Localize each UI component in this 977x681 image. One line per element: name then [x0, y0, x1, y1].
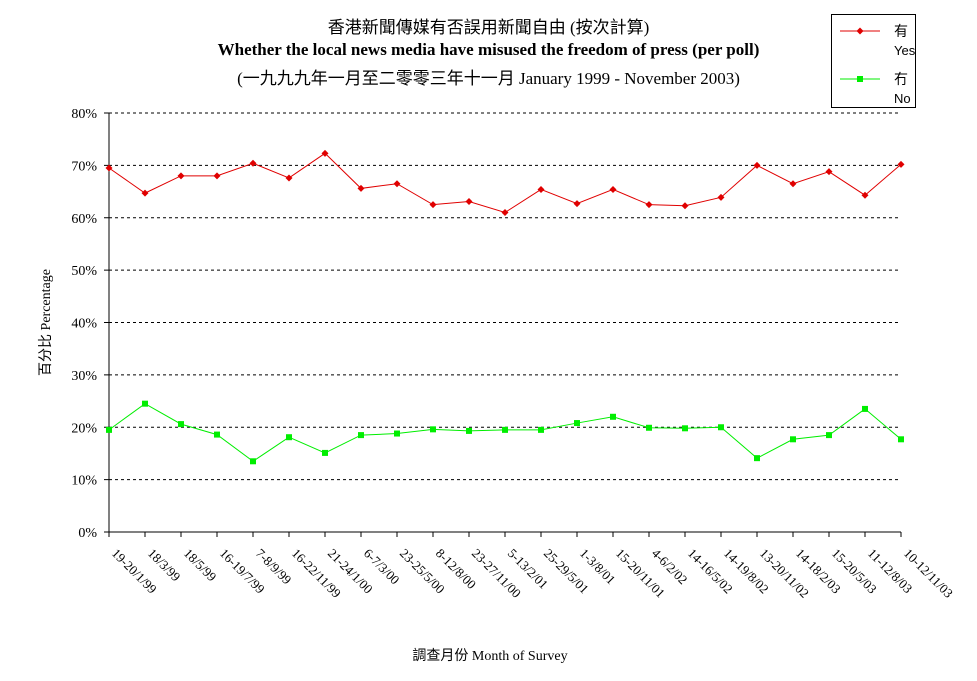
- point-no: [574, 420, 580, 427]
- point-no: [322, 449, 328, 456]
- point-no: [466, 427, 472, 434]
- chart-subtitle: (一九九九年一月至二零零三年十一月 January 1999 - Novembe…: [237, 69, 740, 88]
- legend-marker-yes: [856, 27, 864, 35]
- y-tick-label: 20%: [71, 421, 97, 436]
- point-no: [898, 436, 904, 443]
- y-tick-label: 0%: [78, 526, 97, 541]
- y-axis-title: 百分比 Percentage: [38, 269, 54, 376]
- point-no: [286, 434, 292, 441]
- point-no: [394, 430, 400, 437]
- point-yes: [753, 161, 761, 169]
- legend-items: 有 Yes 冇 No: [840, 24, 916, 106]
- point-no: [754, 455, 760, 462]
- point-no: [862, 405, 868, 412]
- series-line-yes: [108, 152, 902, 214]
- y-tick-label: 80%: [71, 107, 97, 122]
- point-yes: [429, 201, 437, 209]
- y-tick-label: 50%: [71, 264, 97, 279]
- point-no: [682, 425, 688, 432]
- point-yes: [573, 200, 581, 208]
- legend: [831, 14, 916, 108]
- point-yes: [717, 193, 725, 201]
- legend-label-en: Yes: [894, 43, 916, 58]
- point-yes: [501, 209, 509, 217]
- chart-title-zh: 香港新聞傳媒有否誤用新聞自由 (按次計算): [327, 18, 650, 37]
- point-yes: [825, 168, 833, 176]
- legend-label-zh: 有: [894, 24, 908, 40]
- point-no: [106, 426, 112, 433]
- point-yes: [393, 180, 401, 188]
- y-tick-label: 30%: [71, 369, 97, 384]
- point-yes: [249, 159, 257, 167]
- y-tick-label: 40%: [71, 317, 97, 332]
- point-yes: [897, 160, 905, 168]
- chart-title-en: Whether the local news media have misuse…: [217, 40, 760, 59]
- legend-marker-no: [857, 76, 863, 82]
- y-tick-label: 70%: [71, 159, 97, 174]
- point-no: [538, 426, 544, 433]
- point-yes: [609, 185, 617, 193]
- point-no: [790, 436, 796, 443]
- point-yes: [645, 201, 653, 209]
- point-yes: [141, 189, 149, 197]
- point-yes: [861, 191, 869, 199]
- point-yes: [105, 164, 113, 172]
- point-yes: [465, 198, 473, 206]
- point-no: [250, 458, 256, 465]
- legend-label-en: No: [894, 91, 911, 106]
- point-no: [178, 421, 184, 428]
- point-no: [430, 426, 436, 433]
- point-yes: [213, 172, 221, 180]
- point-yes: [285, 174, 293, 182]
- point-yes: [537, 185, 545, 193]
- point-no: [826, 432, 832, 439]
- x-tick-label: 10-12/11/03: [901, 546, 956, 601]
- point-no: [718, 424, 724, 431]
- point-no: [214, 431, 220, 438]
- y-tick-label: 60%: [71, 212, 97, 227]
- x-tick-label: 18/5/99: [181, 546, 220, 585]
- point-no: [142, 400, 148, 407]
- point-no: [502, 426, 508, 433]
- point-no: [358, 432, 364, 439]
- y-tick-label: 10%: [71, 474, 97, 489]
- point-yes: [789, 180, 797, 188]
- x-axis-title: 調查月份 Month of Survey: [412, 648, 567, 664]
- point-no: [646, 424, 652, 431]
- point-yes: [681, 202, 689, 210]
- point-yes: [321, 149, 329, 157]
- legend-label-zh: 冇: [894, 72, 908, 88]
- point-no: [610, 413, 616, 420]
- point-yes: [177, 172, 185, 180]
- point-yes: [357, 184, 365, 192]
